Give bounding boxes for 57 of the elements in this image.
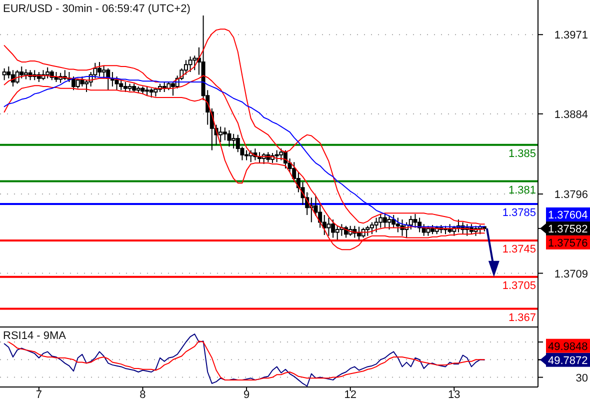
candlestick xyxy=(2,68,6,81)
y-tick-label: 1.3796 xyxy=(554,189,588,202)
x-tick-label: 9 xyxy=(243,389,250,400)
ref-line-label: 1.385 xyxy=(508,148,536,160)
candlestick xyxy=(72,76,76,91)
candlestick xyxy=(426,225,430,236)
candlestick xyxy=(387,215,392,230)
candlestick xyxy=(326,217,331,236)
candlestick xyxy=(448,224,452,234)
candlestick xyxy=(396,217,400,233)
y-tick-label: 1.3884 xyxy=(554,108,588,121)
line-series xyxy=(4,28,485,225)
candlestick xyxy=(54,71,58,82)
ref-line-label: 1.367 xyxy=(508,312,536,324)
text: 1.37576 xyxy=(548,237,588,250)
candlestick xyxy=(119,80,124,91)
candlestick xyxy=(258,152,262,164)
candlestick xyxy=(274,150,279,163)
line-series xyxy=(8,340,485,380)
candlestick xyxy=(154,86,158,98)
candlestick xyxy=(227,130,232,148)
candlestick xyxy=(218,126,223,143)
candlestick xyxy=(413,214,418,228)
candlestick xyxy=(15,70,20,84)
candlestick xyxy=(248,150,253,163)
chart-title: EUR/USD - 30min - 06:59:47 (UTC+2) xyxy=(3,3,190,15)
y-tick-label: 1.37582 xyxy=(548,223,588,236)
candlestick xyxy=(46,66,50,79)
candlestick xyxy=(374,217,378,233)
candlestick xyxy=(392,214,396,228)
candlestick xyxy=(422,224,426,236)
chart-title: RSI14 - 9MA xyxy=(3,330,67,342)
x-tick-label: 13 xyxy=(448,389,460,400)
x-tick-label: 12 xyxy=(344,389,356,400)
ref-line-label: 1.381 xyxy=(508,184,536,196)
candlestick xyxy=(188,56,192,72)
candlestick xyxy=(136,86,140,94)
ref-line-label: 1.3705 xyxy=(502,280,536,292)
text: 1.37604 xyxy=(548,209,588,222)
candlestick xyxy=(149,88,154,98)
ref-line-label: 1.3745 xyxy=(502,243,536,256)
candlestick xyxy=(128,83,132,92)
candlestick xyxy=(378,214,383,228)
x-tick-label: 7 xyxy=(36,389,42,400)
y-tick-label: 30 xyxy=(576,372,588,384)
candlestick xyxy=(140,86,145,94)
candlestick xyxy=(67,71,72,82)
candlestick xyxy=(132,83,136,92)
y-tick-label: 1.3971 xyxy=(554,30,588,42)
y-tick-label: 1.3709 xyxy=(554,268,588,280)
candlestick xyxy=(114,76,119,91)
y-tick-label: 49.7872 xyxy=(548,354,588,367)
candlestick xyxy=(76,78,80,89)
text: 49.9848 xyxy=(548,340,588,353)
candlestick xyxy=(366,225,370,236)
x-tick-label: 8 xyxy=(140,389,146,400)
ref-line-label: 1.3785 xyxy=(502,207,536,220)
